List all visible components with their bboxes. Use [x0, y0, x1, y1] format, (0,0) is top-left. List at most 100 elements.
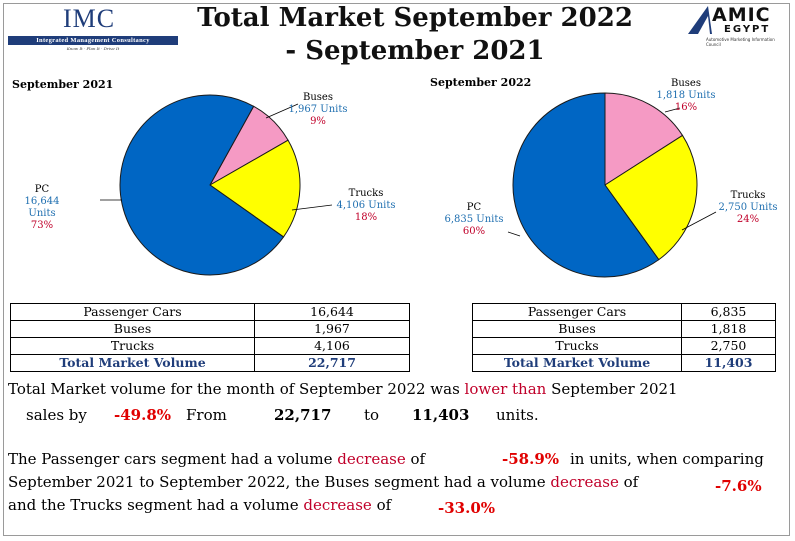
leader-line	[681, 211, 717, 231]
imc-logo-name: IMC	[63, 4, 116, 33]
row-value: 2,750	[681, 337, 776, 355]
slice-label: PC	[467, 202, 482, 213]
summary-text: of	[371, 496, 392, 514]
summary-text: units.	[496, 406, 539, 424]
leader-line	[291, 204, 333, 211]
summary-text: From	[186, 406, 227, 424]
table-row: Trucks 2,750	[472, 337, 776, 355]
page-frame	[3, 3, 790, 536]
amic-logo: AMIC EGYPT Automotive Marketing Informat…	[684, 4, 788, 50]
slice-label: Buses	[671, 78, 701, 89]
slice-value: 1,967 Units	[288, 104, 347, 115]
slice-value: 1,818 Units	[656, 90, 715, 101]
summary-highlight: decrease	[303, 496, 372, 514]
summary-percent: -49.8%	[114, 406, 172, 424]
slice-value: 6,835 Units	[444, 214, 503, 225]
slice-label: Buses	[303, 92, 333, 103]
row-label: Trucks	[10, 337, 255, 355]
slice-value: 16,644	[25, 196, 60, 207]
summary-line-3: The Passenger cars segment had a volume …	[8, 448, 788, 470]
summary-text: in units, when comparing	[570, 450, 764, 468]
total-label: Total Market Volume	[10, 354, 255, 372]
summary-text: of	[618, 473, 639, 491]
summary-line-1: Total Market volume for the month of Sep…	[8, 378, 678, 400]
imc-logo: IMC Integrated Management Consultancy Kn…	[8, 4, 178, 51]
table-row: Buses 1,967	[10, 320, 410, 338]
summary-text: sales by	[26, 406, 87, 424]
summary-line-4: September 2021 to September 2022, the Bu…	[8, 471, 788, 495]
row-label: Passenger Cars	[10, 303, 255, 321]
table-row: Trucks 4,106	[10, 337, 410, 355]
row-value: 4,106	[254, 337, 410, 355]
summary-percent: -33.0%	[438, 499, 496, 517]
total-value: 11,403	[681, 354, 776, 372]
table-total-row: Total Market Volume 11,403	[472, 354, 776, 372]
slice-value: Units	[28, 208, 55, 219]
summary-text: September 2021	[546, 380, 678, 398]
slice-percent: 24%	[737, 214, 759, 225]
slice-percent: 16%	[675, 102, 697, 113]
slice-percent: 18%	[355, 212, 377, 223]
page-title: Total Market September 2022 - September …	[175, 2, 655, 68]
table-row: Passenger Cars 6,835	[472, 303, 776, 321]
slice-value: 4,106 Units	[336, 200, 395, 211]
summary-percent: -7.6%	[715, 477, 762, 495]
row-label: Buses	[472, 320, 682, 338]
imc-logo-tagline: Know It · Plan It · Drive It	[66, 46, 120, 51]
amic-triangle-icon	[688, 6, 712, 34]
summary-text: Total Market volume for the month of Sep…	[8, 380, 465, 398]
table-sep-2022: Passenger Cars 6,835 Buses 1,818 Trucks …	[472, 303, 776, 372]
summary-text: September 2021 to September 2022, the Bu…	[8, 473, 551, 491]
chart-title: September 2022	[430, 76, 531, 89]
leader-line	[507, 231, 521, 237]
title-line-2: - September 2021	[285, 36, 545, 66]
summary-highlight: decrease	[337, 450, 406, 468]
summary-percent: -58.9%	[502, 450, 560, 468]
row-value: 1,967	[254, 320, 410, 338]
row-label: Buses	[10, 320, 255, 338]
slice-label: PC	[35, 184, 50, 195]
amic-logo-caption: Automotive Marketing Information Council	[706, 37, 775, 47]
slice-percent: 73%	[31, 220, 53, 231]
summary-text: The Passenger cars segment had a volume	[8, 450, 338, 468]
table-row: Passenger Cars 16,644	[10, 303, 410, 321]
summary-highlight: decrease	[550, 473, 619, 491]
total-label: Total Market Volume	[472, 354, 682, 372]
imc-logo-bar: Integrated Management Consultancy	[8, 36, 178, 45]
leader-line	[265, 103, 299, 119]
row-value: 6,835	[681, 303, 776, 321]
table-sep-2021: Passenger Cars 16,644 Buses 1,967 Trucks…	[10, 303, 410, 372]
row-label: Trucks	[472, 337, 682, 355]
slice-label: Trucks	[349, 188, 384, 199]
slice-value: 2,750 Units	[718, 202, 777, 213]
summary-text: and the Trucks segment had a volume	[8, 496, 304, 514]
leader-line	[664, 107, 681, 113]
slice-percent: 9%	[310, 116, 326, 127]
row-label: Passenger Cars	[472, 303, 682, 321]
chart-title: September 2021	[12, 78, 113, 91]
table-total-row: Total Market Volume 22,717	[10, 354, 410, 372]
amic-logo-name: AMIC	[712, 4, 771, 26]
summary-value: 11,403	[412, 406, 470, 424]
total-value: 22,717	[254, 354, 410, 372]
title-line-1: Total Market September 2022	[197, 3, 633, 33]
amic-logo-sub: EGYPT	[724, 24, 771, 35]
slice-percent: 60%	[463, 226, 485, 237]
pie-slice-trucks	[604, 134, 698, 261]
summary-text: of	[405, 450, 426, 468]
summary-value: 22,717	[274, 406, 332, 424]
row-value: 16,644	[254, 303, 410, 321]
summary-line-5: and the Trucks segment had a volume decr…	[8, 494, 788, 517]
table-row: Buses 1,818	[472, 320, 776, 338]
pie-slice-pc	[119, 94, 285, 276]
slice-label: Trucks	[731, 190, 766, 201]
summary-highlight: lower than	[464, 380, 547, 398]
pie-slice-trucks	[209, 139, 301, 238]
row-value: 1,818	[681, 320, 776, 338]
summary-text: to	[364, 406, 380, 424]
pie-slice-buses	[604, 92, 684, 186]
pie-slice-pc	[512, 92, 660, 278]
